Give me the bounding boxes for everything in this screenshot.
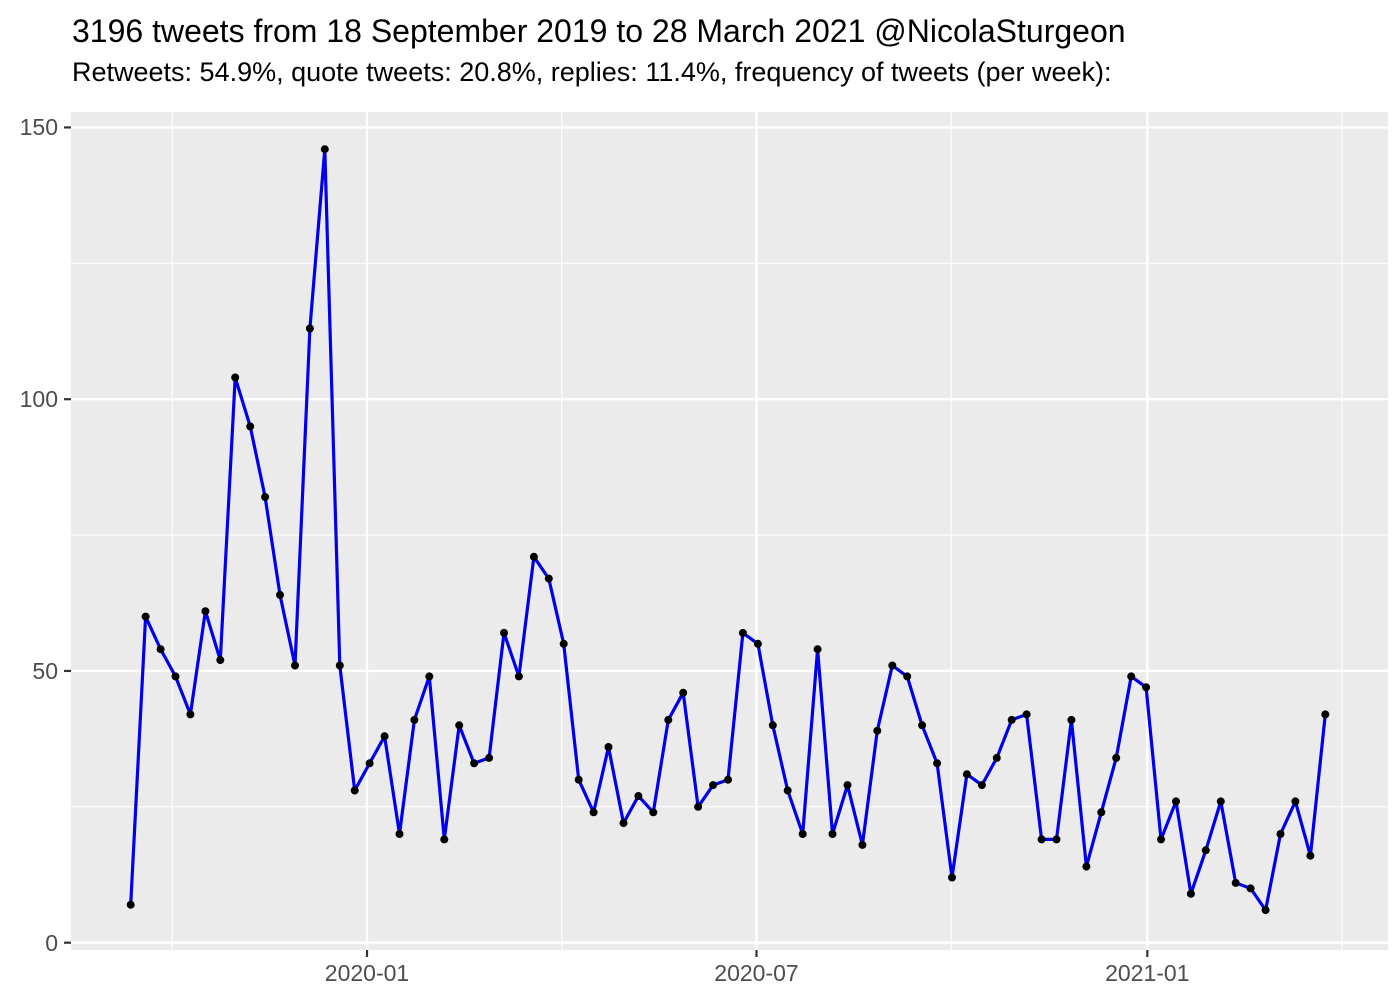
data-point [858, 840, 867, 849]
data-point [992, 753, 1001, 762]
data-point [276, 590, 284, 599]
data-point [1112, 753, 1121, 762]
data-point [231, 373, 240, 382]
y-tick-label: 100 [19, 386, 58, 413]
data-point [410, 715, 419, 724]
data-point [903, 672, 912, 681]
data-point [1127, 672, 1136, 681]
data-point [1157, 835, 1165, 844]
y-tick-label: 50 [32, 657, 58, 684]
data-point [156, 645, 165, 654]
data-point [1022, 710, 1031, 719]
data-point [425, 672, 434, 681]
data-point [216, 656, 225, 665]
data-point [649, 808, 658, 817]
data-point [1246, 884, 1255, 893]
data-point [589, 808, 598, 817]
data-point [485, 753, 494, 762]
data-point [977, 781, 986, 790]
data-point [559, 639, 568, 648]
x-tick-label: 2020-07 [714, 960, 799, 986]
data-point [888, 661, 897, 670]
data-point [1172, 797, 1180, 806]
data-point [873, 726, 882, 735]
data-point [1007, 715, 1016, 724]
data-point [544, 574, 553, 583]
data-point [918, 721, 927, 730]
data-point [500, 628, 508, 637]
chart-subtitle: Retweets: 54.9%, quote tweets: 20.8%, re… [72, 57, 1112, 87]
data-point [1052, 835, 1061, 844]
data-point [1216, 797, 1225, 806]
data-point [1186, 889, 1195, 898]
data-point [514, 672, 523, 681]
data-point [634, 792, 643, 800]
data-point [962, 770, 971, 779]
data-point [470, 759, 479, 768]
data-point [1291, 797, 1300, 806]
data-point [783, 786, 792, 795]
data-point [365, 759, 374, 768]
data-point [933, 759, 942, 768]
data-point [724, 775, 732, 784]
x-tick-label: 2021-01 [1105, 960, 1190, 986]
data-point [1201, 846, 1210, 855]
data-point [753, 639, 762, 648]
data-point [1306, 851, 1315, 860]
data-point [664, 715, 673, 724]
data-point [171, 672, 180, 681]
data-point [694, 802, 703, 811]
data-point [709, 781, 718, 790]
data-point [455, 721, 464, 730]
data-point [1067, 715, 1076, 724]
data-point [529, 552, 538, 561]
data-point [1276, 830, 1285, 838]
panel-background [71, 112, 1388, 950]
data-point [948, 873, 956, 882]
data-point [604, 743, 613, 751]
data-point [291, 661, 299, 670]
data-point [261, 493, 270, 501]
data-point [798, 830, 807, 838]
data-point [126, 900, 135, 909]
data-point [141, 612, 150, 621]
data-point [320, 145, 329, 154]
y-tick-label: 150 [19, 114, 58, 141]
data-point [380, 732, 389, 741]
data-point [305, 324, 314, 333]
data-point [246, 422, 255, 431]
data-point [738, 628, 747, 637]
data-point [1261, 906, 1270, 915]
data-point [574, 775, 583, 784]
data-point [768, 721, 777, 730]
data-point [186, 710, 195, 719]
chart-title: 3196 tweets from 18 September 2019 to 28… [72, 13, 1126, 49]
data-point [201, 607, 210, 616]
data-point [395, 830, 404, 838]
data-point [1037, 835, 1046, 844]
data-point [828, 830, 837, 838]
data-point [1321, 710, 1330, 719]
data-point [679, 688, 688, 697]
data-point [1142, 683, 1151, 692]
data-point [440, 835, 449, 844]
x-tick-label: 2020-01 [324, 960, 410, 986]
data-point [1097, 808, 1106, 817]
data-point [813, 645, 822, 654]
data-point [619, 819, 628, 828]
data-point [1082, 862, 1091, 871]
data-point [335, 661, 344, 670]
y-tick-label: 0 [45, 929, 58, 956]
data-point [1231, 878, 1240, 887]
data-point [843, 781, 852, 790]
data-point [350, 786, 359, 795]
